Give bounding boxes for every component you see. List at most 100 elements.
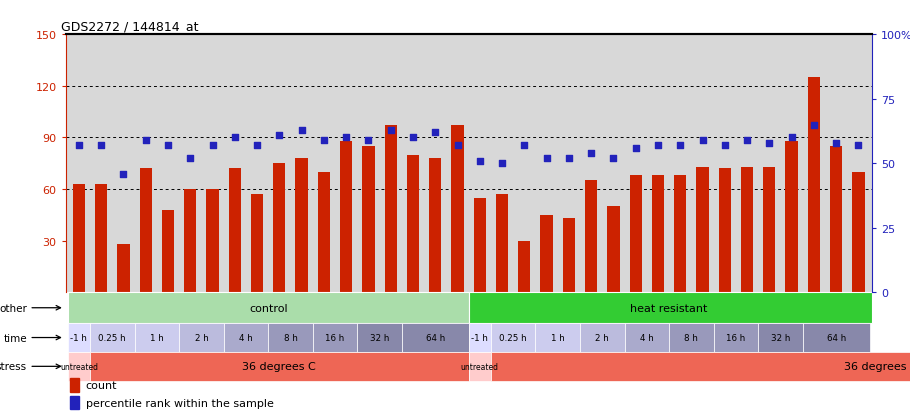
Text: other: other xyxy=(0,303,26,313)
Text: control: control xyxy=(249,303,288,313)
Bar xyxy=(535,323,580,352)
Point xyxy=(651,142,665,149)
Text: -1 h: -1 h xyxy=(471,333,489,342)
Point xyxy=(116,171,131,178)
Bar xyxy=(652,176,664,293)
Bar xyxy=(251,195,263,293)
Point xyxy=(183,155,197,162)
Point xyxy=(339,135,353,141)
Point xyxy=(673,142,688,149)
Bar xyxy=(268,323,313,352)
Bar xyxy=(474,198,486,293)
Bar xyxy=(785,142,798,293)
Bar xyxy=(95,185,107,293)
Bar xyxy=(758,323,803,352)
Bar xyxy=(224,323,268,352)
Text: 64 h: 64 h xyxy=(826,333,845,342)
Text: percentile rank within the sample: percentile rank within the sample xyxy=(86,398,274,408)
Bar xyxy=(469,293,872,323)
Text: 16 h: 16 h xyxy=(726,333,745,342)
Text: 4 h: 4 h xyxy=(239,333,253,342)
Text: 64 h: 64 h xyxy=(426,333,445,342)
Point xyxy=(762,140,776,147)
Bar xyxy=(808,78,820,293)
Text: 8 h: 8 h xyxy=(284,333,298,342)
Bar xyxy=(853,173,864,293)
Point xyxy=(228,135,242,141)
Point xyxy=(249,142,264,149)
Bar xyxy=(273,164,286,293)
Bar xyxy=(402,323,469,352)
Text: 16 h: 16 h xyxy=(326,333,345,342)
Point xyxy=(629,145,643,152)
Point xyxy=(517,142,531,149)
Bar xyxy=(67,293,469,323)
Text: 1 h: 1 h xyxy=(551,333,564,342)
Point xyxy=(561,155,576,162)
Bar xyxy=(184,190,197,293)
Bar xyxy=(228,169,241,293)
Text: 0.25 h: 0.25 h xyxy=(98,333,126,342)
Point xyxy=(695,138,710,144)
Point xyxy=(428,130,442,136)
Bar xyxy=(803,323,870,352)
Bar xyxy=(90,352,469,381)
Bar xyxy=(69,396,79,409)
Point xyxy=(361,138,376,144)
Point xyxy=(206,142,220,149)
Point xyxy=(294,127,308,134)
Bar xyxy=(674,176,686,293)
Point xyxy=(472,158,487,165)
Point xyxy=(317,138,331,144)
Bar xyxy=(490,323,535,352)
Point xyxy=(94,142,108,149)
Point xyxy=(138,138,153,144)
Bar xyxy=(358,323,402,352)
Text: 4 h: 4 h xyxy=(640,333,653,342)
Bar xyxy=(518,241,531,293)
Text: time: time xyxy=(4,333,26,343)
Point xyxy=(829,140,844,147)
Text: untreated: untreated xyxy=(460,362,499,371)
Text: 1 h: 1 h xyxy=(150,333,164,342)
Point xyxy=(272,132,287,139)
Bar xyxy=(296,159,308,293)
Bar xyxy=(313,323,358,352)
Bar xyxy=(713,323,758,352)
Point xyxy=(383,127,398,134)
Bar xyxy=(362,147,375,293)
Bar xyxy=(407,155,420,293)
Bar xyxy=(669,323,713,352)
Bar xyxy=(580,323,624,352)
Bar xyxy=(73,185,85,293)
Point xyxy=(495,161,510,167)
Text: 36 degrees C: 36 degrees C xyxy=(242,361,316,371)
Point xyxy=(540,155,554,162)
Bar xyxy=(469,323,490,352)
Point xyxy=(806,122,821,128)
Text: untreated: untreated xyxy=(60,362,98,371)
Bar xyxy=(541,216,552,293)
Bar xyxy=(162,210,174,293)
Bar xyxy=(385,126,397,293)
Text: 8 h: 8 h xyxy=(684,333,698,342)
Bar xyxy=(585,181,597,293)
Bar xyxy=(117,244,129,293)
Text: 32 h: 32 h xyxy=(771,333,790,342)
Point xyxy=(584,150,599,157)
Text: 0.25 h: 0.25 h xyxy=(500,333,527,342)
Bar xyxy=(562,219,575,293)
Bar xyxy=(763,167,775,293)
Text: 36 degrees C: 36 degrees C xyxy=(844,361,910,371)
Point xyxy=(406,135,420,141)
Point xyxy=(717,142,732,149)
Bar xyxy=(624,323,669,352)
Bar xyxy=(179,323,224,352)
Bar xyxy=(67,352,90,381)
Bar xyxy=(630,176,642,293)
Bar xyxy=(69,378,79,392)
Bar xyxy=(139,169,152,293)
Point xyxy=(851,142,865,149)
Bar xyxy=(696,167,709,293)
Point xyxy=(72,142,86,149)
